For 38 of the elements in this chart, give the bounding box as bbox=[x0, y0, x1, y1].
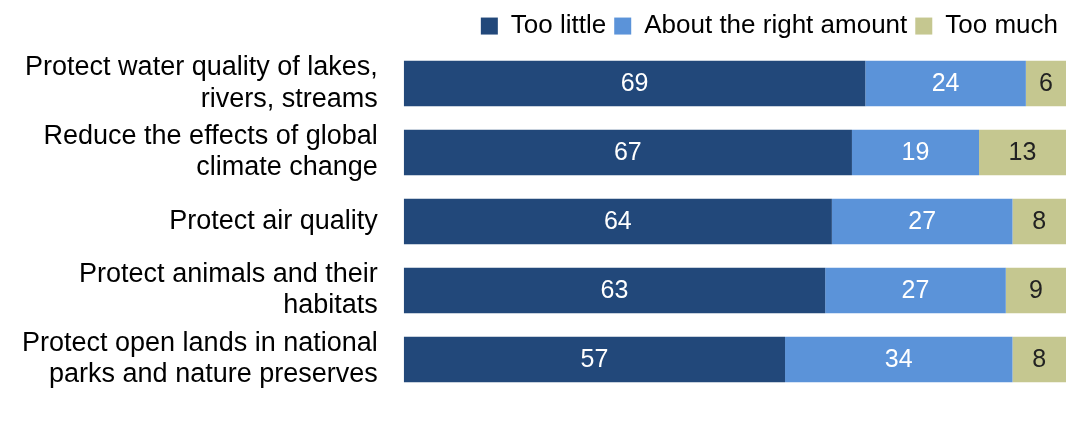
y-tick-label: Protect animals and their habitats bbox=[79, 258, 378, 320]
legend-label: Too much bbox=[945, 9, 1059, 40]
data-label: 13 bbox=[1008, 137, 1037, 166]
y-tick-label: Protect air quality bbox=[169, 204, 379, 235]
data-label: 24 bbox=[931, 68, 960, 97]
data-label: 9 bbox=[1028, 275, 1043, 304]
bar bbox=[403, 198, 832, 245]
data-label: 6 bbox=[1038, 68, 1053, 97]
bar bbox=[1005, 267, 1066, 314]
bar bbox=[1025, 60, 1066, 107]
bar bbox=[979, 129, 1066, 176]
data-label: 64 bbox=[603, 206, 632, 235]
bar bbox=[403, 129, 852, 176]
bar bbox=[785, 336, 1013, 383]
legend-label: Too little bbox=[510, 9, 607, 40]
bar bbox=[831, 198, 1013, 245]
data-label: 69 bbox=[620, 68, 649, 97]
bar bbox=[403, 336, 786, 383]
bar bbox=[825, 267, 1006, 314]
data-label: 57 bbox=[580, 344, 609, 373]
bar bbox=[1012, 198, 1066, 245]
y-tick-label: Protect open lands in national parks and nature preserves bbox=[22, 327, 378, 389]
bar bbox=[403, 267, 826, 314]
data-label: 19 bbox=[901, 137, 930, 166]
y-tick-label: Protect water quality of lakes, rivers, streams bbox=[25, 51, 378, 113]
data-label: 27 bbox=[901, 275, 930, 304]
bar bbox=[1012, 336, 1066, 383]
bar bbox=[865, 60, 1026, 107]
bar bbox=[851, 129, 980, 176]
data-label: 8 bbox=[1032, 206, 1047, 235]
bar bbox=[403, 60, 866, 107]
data-label: 34 bbox=[884, 344, 913, 373]
data-label: 67 bbox=[613, 137, 642, 166]
data-label: 27 bbox=[908, 206, 937, 235]
legend-label: About the right amount bbox=[644, 9, 909, 40]
y-tick-label: Reduce the effects of global climate change bbox=[43, 120, 378, 182]
data-label: 8 bbox=[1032, 344, 1047, 373]
data-label: 63 bbox=[600, 275, 629, 304]
